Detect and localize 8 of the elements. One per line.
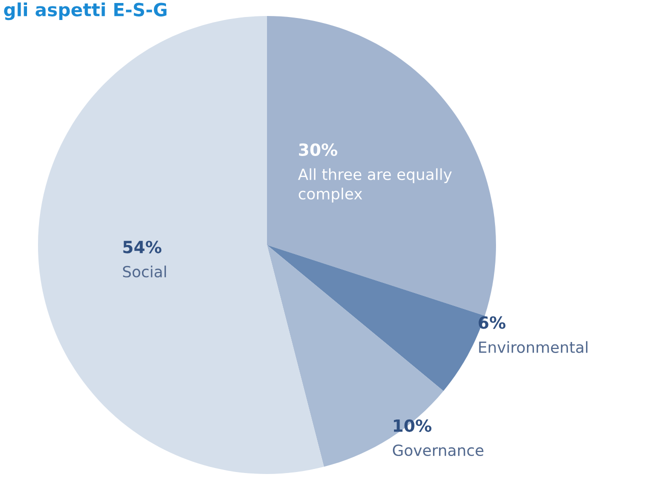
- slice-label: Governance: [392, 444, 484, 456]
- data-label: 30%: [299, 143, 338, 156]
- data-label: 54%: [123, 240, 162, 254]
- slice-label: All three are equally complex: [298, 168, 452, 202]
- slice-label: Social: [123, 266, 166, 278]
- slice-label: Environmental: [479, 341, 588, 354]
- data-label: 10%: [394, 419, 432, 432]
- chart-title: gli aspetti E-S-G: [4, 2, 166, 20]
